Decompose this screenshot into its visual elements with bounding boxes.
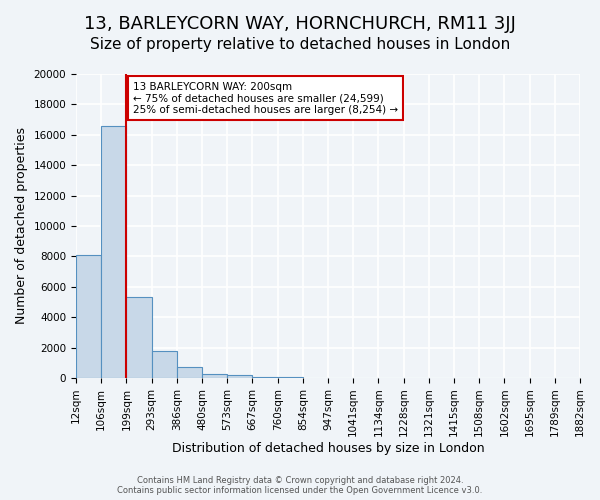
Bar — [76, 255, 101, 378]
Bar — [202, 374, 227, 378]
Bar — [227, 375, 253, 378]
Text: 13 BARLEYCORN WAY: 200sqm
← 75% of detached houses are smaller (24,599)
25% of s: 13 BARLEYCORN WAY: 200sqm ← 75% of detac… — [133, 82, 398, 115]
Bar — [253, 377, 278, 378]
Bar — [177, 366, 202, 378]
Bar — [101, 126, 127, 378]
Bar — [278, 377, 303, 378]
Bar — [127, 298, 152, 378]
X-axis label: Distribution of detached houses by size in London: Distribution of detached houses by size … — [172, 442, 484, 455]
Text: Contains HM Land Registry data © Crown copyright and database right 2024.
Contai: Contains HM Land Registry data © Crown c… — [118, 476, 482, 495]
Bar — [152, 350, 177, 378]
Text: Size of property relative to detached houses in London: Size of property relative to detached ho… — [90, 38, 510, 52]
Text: 13, BARLEYCORN WAY, HORNCHURCH, RM11 3JJ: 13, BARLEYCORN WAY, HORNCHURCH, RM11 3JJ — [84, 15, 516, 33]
Y-axis label: Number of detached properties: Number of detached properties — [15, 128, 28, 324]
